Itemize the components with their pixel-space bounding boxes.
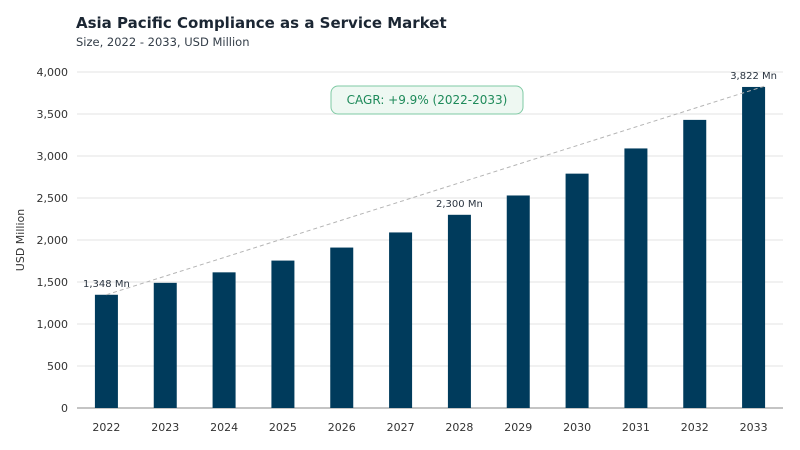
x-tick-label: 2031	[622, 421, 650, 434]
bar-2029	[506, 195, 530, 408]
x-tick-label: 2023	[151, 421, 179, 434]
x-tick-label: 2033	[740, 421, 768, 434]
bar-2030	[565, 173, 589, 408]
x-axis: 2022 2023 2024 2025 2026 2027 2028 2029 2030 2031…	[92, 421, 767, 434]
cagr-badge: CAGR: +9.9% (2022-2033)	[330, 85, 524, 115]
bar-2022	[94, 294, 118, 408]
y-tick-label: 1,500	[37, 276, 69, 289]
bar-2024	[212, 272, 236, 408]
y-tick-label: 500	[47, 360, 68, 373]
y-tick-label: 3,500	[37, 108, 69, 121]
y-tick-label: 0	[61, 402, 68, 415]
x-tick-label: 2030	[563, 421, 591, 434]
bar-2031	[624, 148, 648, 408]
cagr-box	[330, 85, 524, 115]
y-tick-label: 4,000	[37, 66, 69, 79]
y-tick-label: 2,000	[37, 234, 69, 247]
cagr-trendline	[106, 85, 766, 296]
chart-title: Asia Pacific Compliance as a Service Mar…	[76, 14, 447, 32]
data-label-2022: 1,348 Mn	[83, 279, 130, 290]
bar-2025	[271, 260, 295, 408]
x-tick-label: 2032	[681, 421, 709, 434]
data-label-2028: 2,300 Mn	[436, 199, 483, 210]
bar-2028	[447, 214, 471, 408]
y-axis-label: USD Million	[14, 209, 27, 271]
x-tick-label: 2028	[445, 421, 473, 434]
x-tick-label: 2022	[92, 421, 120, 434]
bars	[94, 86, 766, 409]
x-tick-label: 2029	[504, 421, 532, 434]
bar-2032	[683, 119, 707, 408]
chart-subtitle: Size, 2022 - 2033, USD Million	[76, 35, 250, 49]
bar-2027	[389, 232, 413, 408]
x-tick-label: 2024	[210, 421, 238, 434]
y-axis: 0 500 1,000 1,500 2,000 2,500 3,000 3,500 4,000	[37, 66, 69, 415]
y-tick-label: 2,500	[37, 192, 69, 205]
bar-2033	[742, 86, 766, 409]
bar-2023	[153, 282, 177, 408]
x-tick-label: 2026	[328, 421, 356, 434]
cagr-label: CAGR: +9.9% (2022-2033)	[347, 93, 508, 107]
gridlines	[77, 71, 783, 409]
x-tick-label: 2025	[269, 421, 297, 434]
y-tick-label: 1,000	[37, 318, 69, 331]
trendline	[106, 85, 766, 296]
x-tick-label: 2027	[387, 421, 415, 434]
data-label-2033: 3,822 Mn	[730, 71, 777, 82]
data-labels: 1,348 Mn 2,300 Mn 3,822 Mn	[83, 71, 777, 290]
y-tick-label: 3,000	[37, 150, 69, 163]
bar-2026	[330, 247, 354, 408]
